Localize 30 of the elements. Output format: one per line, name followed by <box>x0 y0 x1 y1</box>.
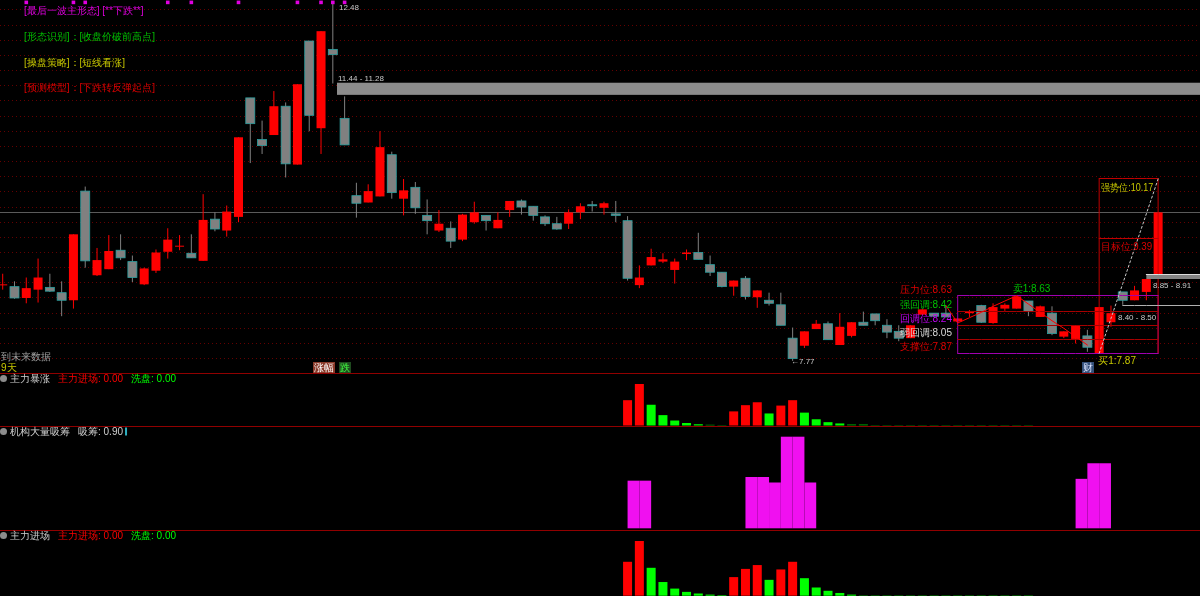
annotation: 8.85 - 8.91 <box>1153 281 1192 290</box>
annotation: [形态识别]：[收盘价破前高点] <box>24 31 156 42</box>
header: 机构大量吸筹 吸筹: 0.90 <box>0 426 128 438</box>
annotation: 强势位:10.17 <box>1101 181 1159 193</box>
chart-title: 主力暴涨 <box>10 373 50 385</box>
chart-title: 机构大量吸筹 <box>10 426 70 438</box>
annotation: ←7.77 <box>791 357 816 366</box>
band-label: 11.44 - 11.28 <box>338 73 385 83</box>
annotation: 到未来数据 <box>1 351 51 362</box>
chart-title: 主力进场 <box>10 530 50 542</box>
annotation: 目标位:9.39 <box>1101 241 1154 253</box>
annotation: 卖1:8.63 <box>1012 282 1051 294</box>
annotation: 吸筹: 0.90 <box>78 426 124 438</box>
annotation: 8.40 - 8.50 <box>1118 313 1157 322</box>
annotation: [最后一波主形态] [**下跌**] <box>24 5 144 16</box>
annotation: 压力位:8.63 <box>899 283 953 295</box>
band: 11.44 - 11.28 <box>337 73 1200 95</box>
text: 涨幅 <box>314 362 334 373</box>
annotation: [操盘策略]：[短线看涨] <box>24 57 126 68</box>
annotation: 买1:7.87 <box>1098 355 1137 367</box>
header: 主力暴涨 主力进场: 0.00 洗盘: 0.00 <box>0 373 177 385</box>
annotation: 支撑位:7.87 <box>899 340 953 352</box>
header: 主力进场 主力进场: 0.00 洗盘: 0.00 <box>0 530 177 542</box>
text: 跌 <box>340 362 350 373</box>
text: 财 <box>1083 362 1093 373</box>
annotation: 强回调:8.42 <box>899 298 953 310</box>
annotation: 回调位:8.24 <box>899 312 953 324</box>
annotation: 12.48 <box>339 2 360 12</box>
annotation: [预测模型]：[下跌转反弹起点] <box>24 82 156 93</box>
text: 9天 <box>1 362 17 373</box>
